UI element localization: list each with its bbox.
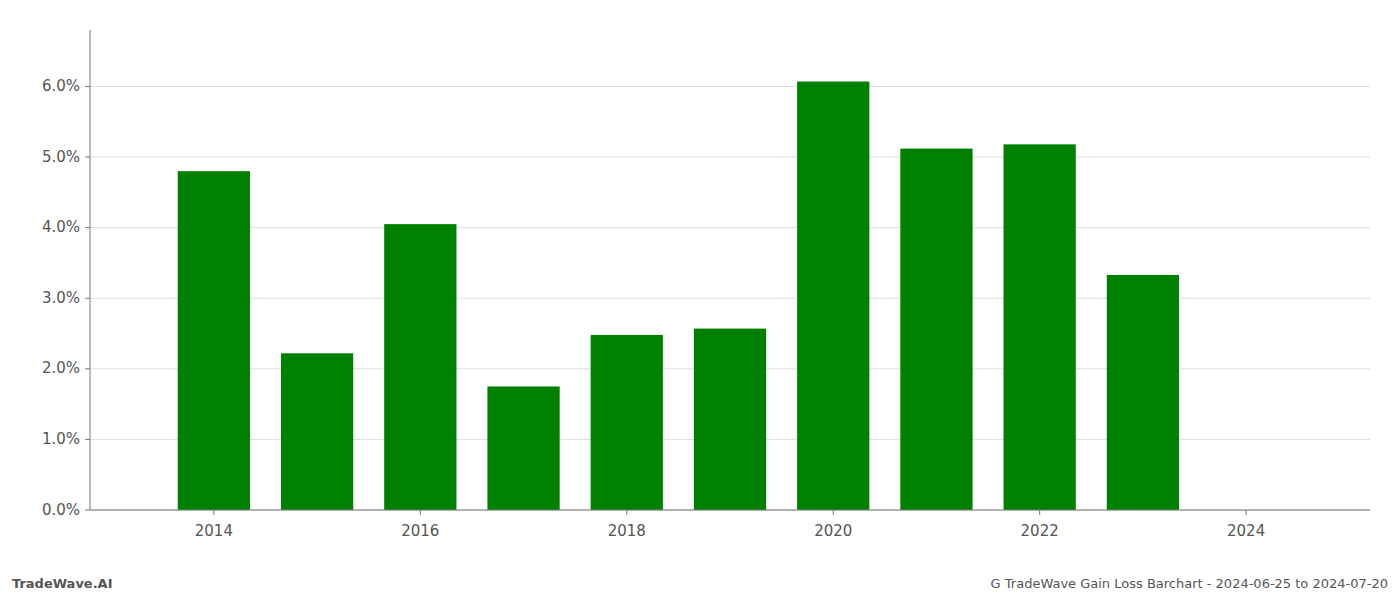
bar (591, 335, 663, 510)
y-axis-line (90, 30, 91, 510)
y-tick (85, 510, 90, 511)
y-tick-label: 6.0% (42, 77, 80, 95)
y-tick (85, 368, 90, 369)
bar (487, 386, 559, 510)
x-axis: 2014 2016 2018 2020 2022 2024 (195, 510, 1265, 540)
chart-container: 0.0% 1.0% 2.0% 3.0% 4.0% 5.0% 6.0% 2014 2016 2018… (0, 0, 1400, 600)
bar (694, 329, 766, 510)
y-tick-label: 0.0% (42, 501, 80, 519)
y-tick-label: 1.0% (42, 430, 80, 448)
bar (281, 353, 353, 510)
x-tick (213, 510, 214, 515)
grid-line (90, 510, 1370, 511)
bar (178, 171, 250, 510)
grid-line (90, 227, 1370, 228)
x-tick-label: 2016 (401, 522, 439, 540)
bar (1004, 144, 1076, 510)
bars (178, 82, 1179, 510)
footer-left: TradeWave.AI (12, 576, 113, 591)
y-tick (85, 157, 90, 158)
x-tick-label: 2024 (1227, 522, 1265, 540)
grid-line (90, 86, 1370, 87)
x-tick (1246, 510, 1247, 515)
x-tick (626, 510, 627, 515)
chart: 0.0% 1.0% 2.0% 3.0% 4.0% 5.0% 6.0% 2014 2016 2018… (0, 0, 1400, 600)
x-tick (420, 510, 421, 515)
y-tick-label: 3.0% (42, 289, 80, 307)
x-tick-label: 2014 (195, 522, 233, 540)
footer-right: G TradeWave Gain Loss Barchart - 2024-06… (991, 576, 1388, 591)
y-tick-label: 2.0% (42, 359, 80, 377)
y-tick (85, 86, 90, 87)
bar (900, 149, 972, 510)
x-tick-label: 2022 (1021, 522, 1059, 540)
grid (90, 86, 1370, 510)
y-tick-label: 5.0% (42, 148, 80, 166)
x-tick-label: 2018 (608, 522, 646, 540)
x-tick (833, 510, 834, 515)
bar (797, 82, 869, 510)
y-tick (85, 227, 90, 228)
bar (384, 224, 456, 510)
x-axis-line (90, 510, 1370, 511)
x-tick-label: 2020 (814, 522, 852, 540)
y-tick-label: 4.0% (42, 218, 80, 236)
y-tick (85, 439, 90, 440)
y-axis: 0.0% 1.0% 2.0% 3.0% 4.0% 5.0% 6.0% (42, 77, 90, 519)
x-tick (1039, 510, 1040, 515)
bar (1107, 275, 1179, 510)
grid-line (90, 157, 1370, 158)
y-tick (85, 298, 90, 299)
